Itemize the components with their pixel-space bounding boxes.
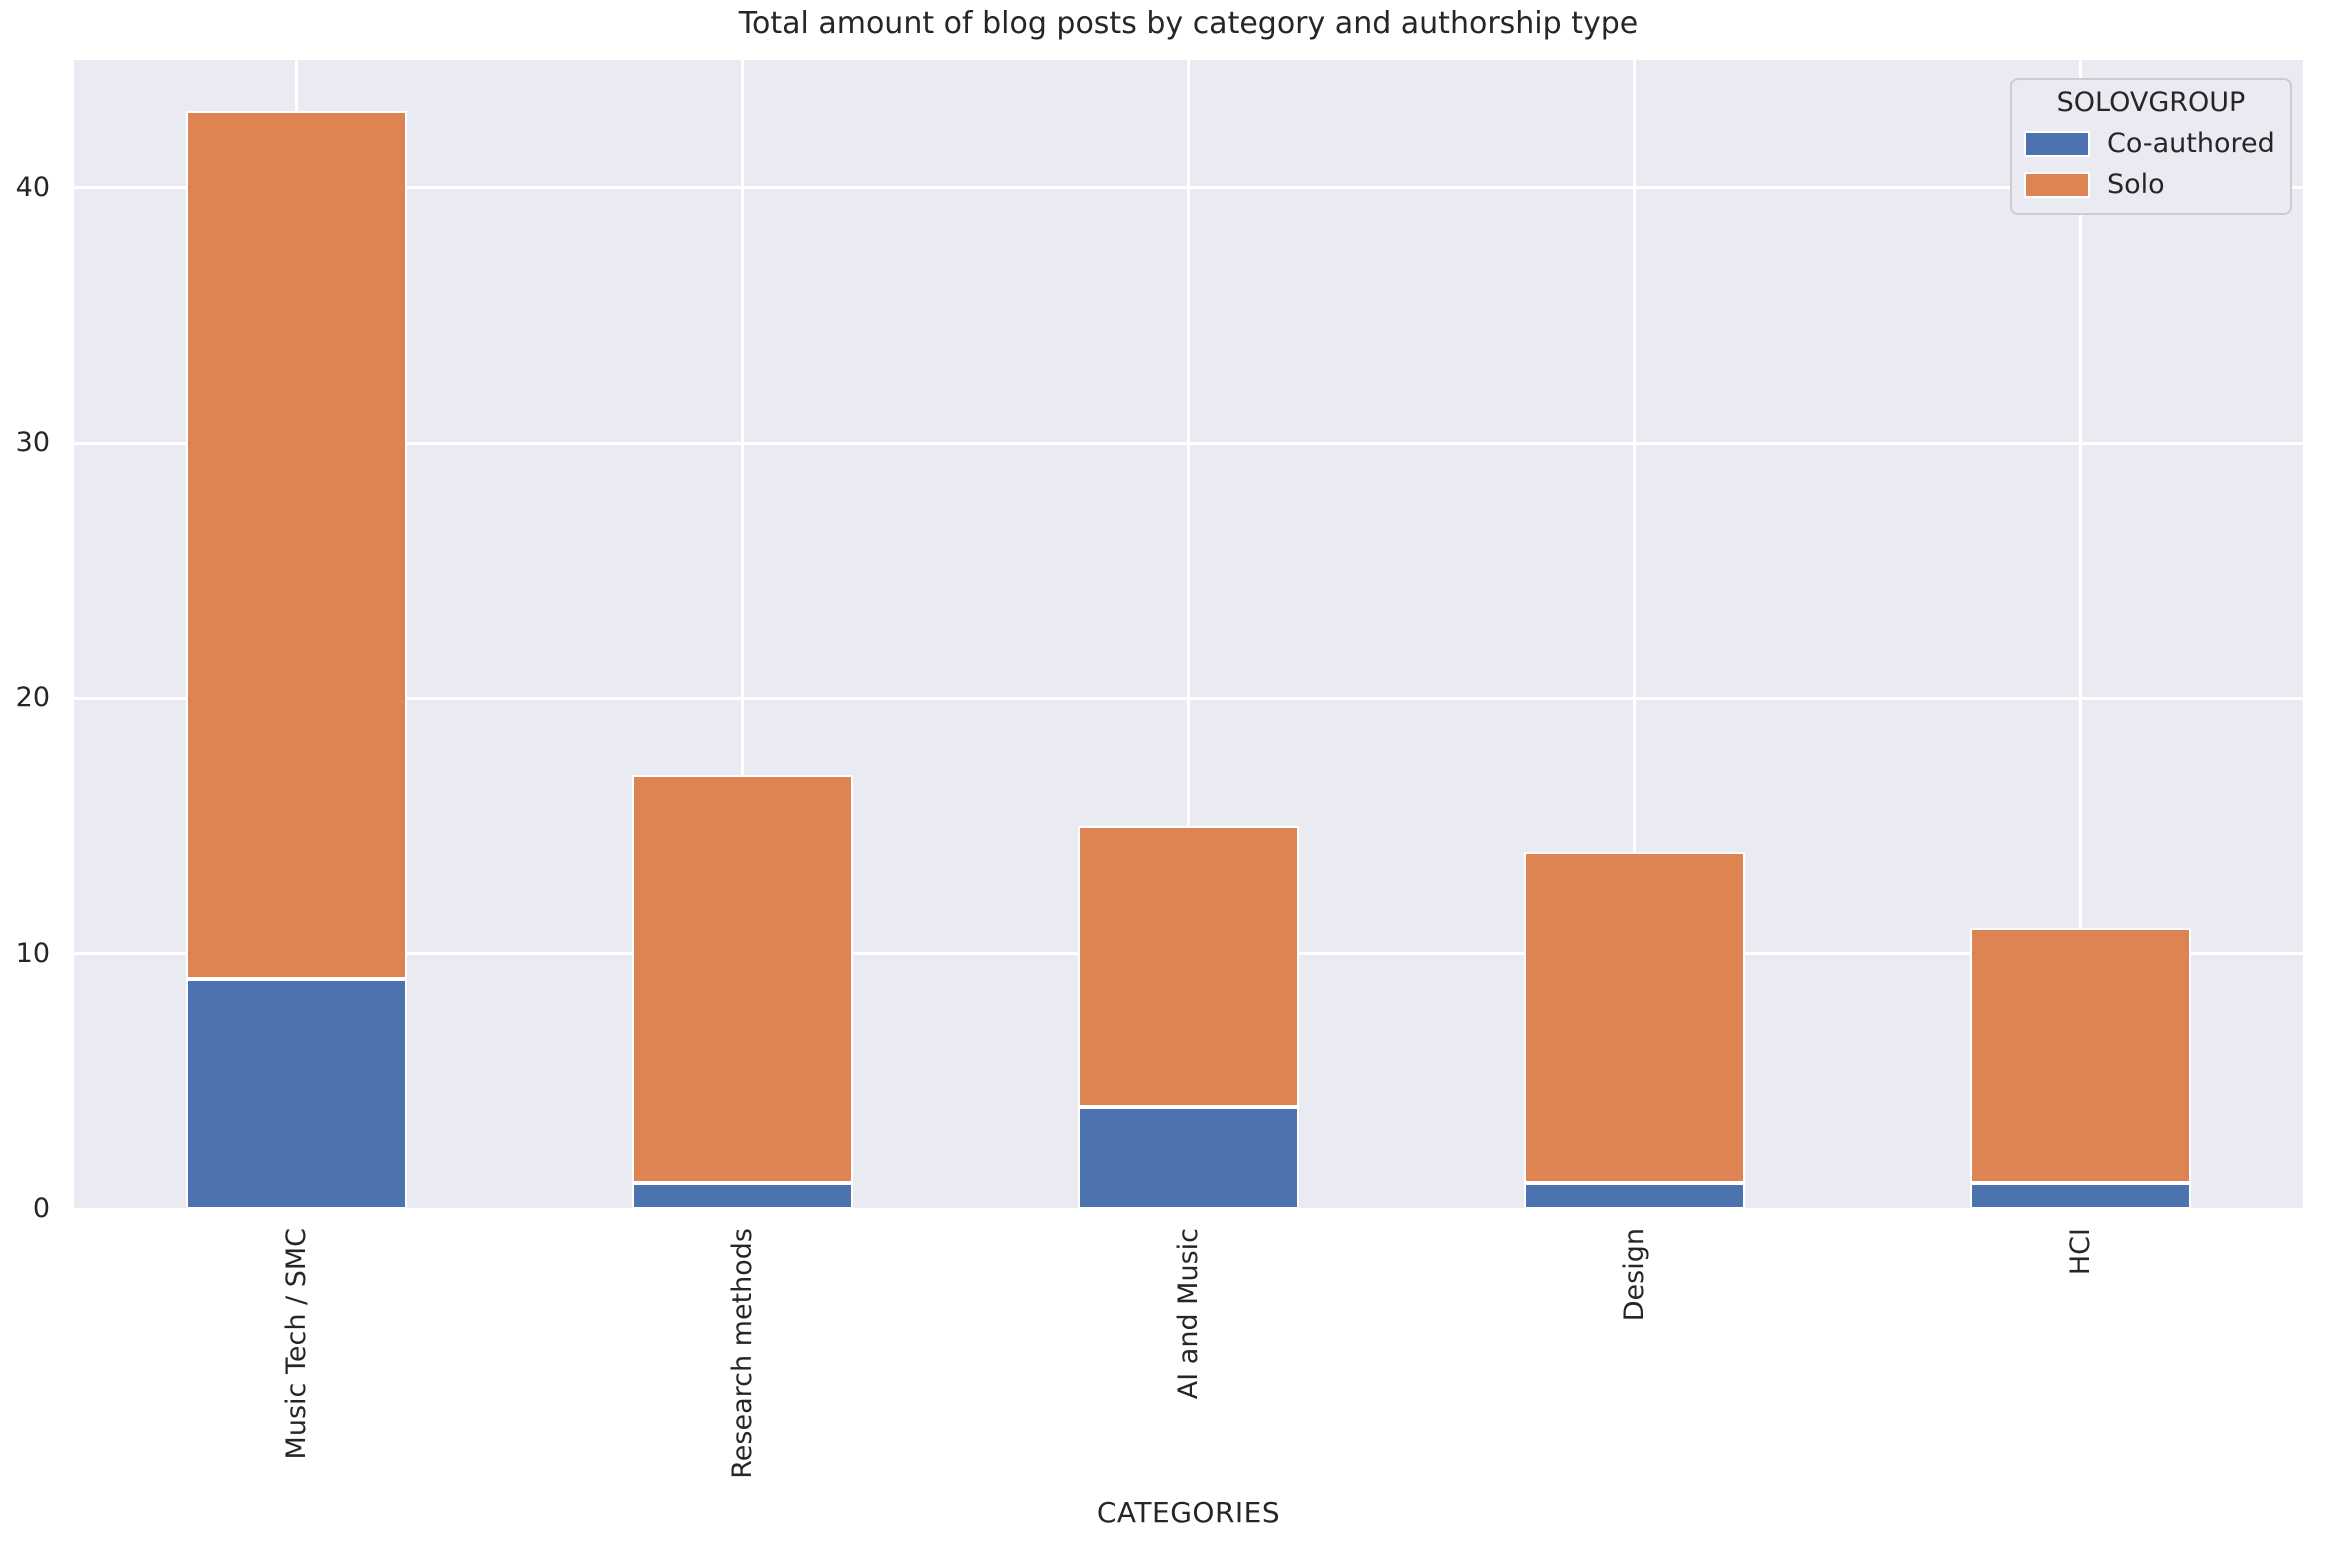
bar-segment-solo-0 [186,111,408,980]
bar-segment-co-authored-4 [1969,1183,2191,1209]
gridline-x-2 [1187,60,1190,1209]
bar-segment-co-authored-0 [186,979,408,1209]
legend-title: SOLOVGROUP [2056,87,2246,118]
x-tick-label-2: AI and Music [1173,1228,1204,1400]
bar-segment-co-authored-1 [632,1183,854,1209]
bar-segment-co-authored-2 [1078,1106,1299,1209]
bar-segment-solo-1 [632,774,854,1184]
legend-swatch-solo-icon [2024,171,2090,198]
y-tick-label-0: 0 [32,1193,50,1224]
legend-label-solo: Solo [2107,169,2165,200]
legend-item-solo: Solo [2024,164,2278,205]
x-tick-label-0: Music Tech / SMC [281,1228,313,1460]
legend-item-co-authored: Co-authored [2024,123,2278,164]
x-axis-title: CATEGORIES [1096,1496,1281,1529]
gridline-y-0 [74,1207,2303,1211]
bar-segment-solo-2 [1078,826,1299,1107]
y-tick-label-20: 20 [15,682,50,714]
x-tick-label-3: Design [1618,1228,1650,1322]
legend-label-co-authored: Co-authored [2107,128,2275,159]
chart-title: Total amount of blog posts by category a… [738,6,1639,41]
plot-area [74,60,2303,1211]
legend: SOLOVGROUP Co-authored Solo [2010,78,2292,215]
legend-swatch-co-authored-icon [2024,130,2090,157]
bar-segment-solo-3 [1523,851,1745,1184]
x-tick-label-4: HCI [2064,1228,2096,1276]
y-tick-label-30: 30 [15,427,50,458]
gridline-x-3 [1632,60,1636,1209]
gridline-x-4 [2078,60,2082,1209]
y-tick-label-10: 10 [15,937,50,969]
bar-segment-co-authored-3 [1523,1183,1745,1209]
x-tick-label-1: Research methods [727,1228,759,1479]
bar-segment-solo-4 [1969,928,2191,1184]
gridline-x-1 [741,60,745,1209]
y-tick-label-40: 40 [15,171,50,203]
